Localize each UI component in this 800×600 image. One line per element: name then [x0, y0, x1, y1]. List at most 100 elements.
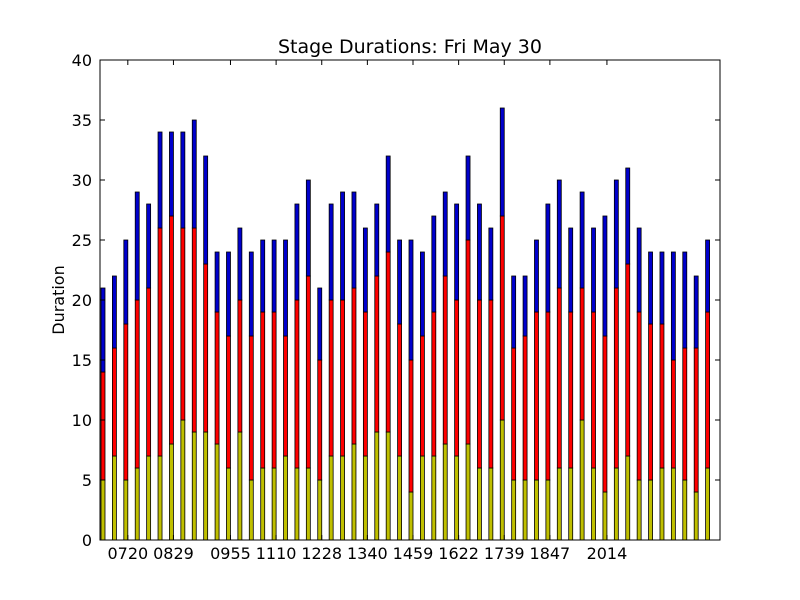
- bar-segment-1-0: [100, 371, 106, 481]
- bar-segment-2-44: [602, 215, 608, 337]
- bar-segment-0-37: [522, 479, 528, 541]
- bar-segment-2-14: [260, 239, 266, 313]
- bar-segment-1-23: [362, 311, 368, 457]
- bar-segment-1-8: [191, 227, 197, 433]
- y-axis-title: Duration: [49, 265, 68, 335]
- bar-segment-0-22: [351, 443, 357, 541]
- bar-segment-0-53: [705, 467, 710, 541]
- bar-segment-1-20: [328, 299, 334, 457]
- bar-segment-1-28: [420, 335, 425, 457]
- bar-segment-2-2: [123, 239, 129, 325]
- bar-segment-2-51: [682, 251, 688, 349]
- bar-segment-2-38: [534, 239, 539, 313]
- bar-segment-0-44: [602, 491, 608, 541]
- bar-segment-2-24: [374, 203, 380, 277]
- bar-segment-0-21: [340, 455, 345, 541]
- bar-segment-1-3: [134, 299, 140, 469]
- bar-segment-1-14: [260, 311, 266, 469]
- bar-segment-2-4: [146, 203, 152, 289]
- bar-segment-1-36: [511, 347, 517, 481]
- bar-segment-1-10: [214, 311, 220, 445]
- x-tick-label: 1847: [530, 544, 571, 563]
- bar-segment-0-0: [100, 479, 106, 541]
- bar-segment-2-7: [180, 131, 186, 229]
- bar-segment-1-32: [465, 239, 471, 445]
- y-tick-label: 35: [72, 111, 92, 130]
- bar-segment-2-15: [271, 239, 277, 313]
- bar-segment-0-5: [157, 455, 163, 541]
- bar-segment-2-33: [477, 203, 482, 301]
- bar-segment-0-39: [545, 479, 551, 541]
- bar-segment-2-32: [465, 155, 471, 241]
- x-tick-label: 1228: [301, 544, 342, 563]
- x-tick-label: 0955: [210, 544, 251, 563]
- bar-segment-1-5: [157, 227, 163, 457]
- bar-segment-2-50: [670, 251, 676, 361]
- bar-segment-2-49: [659, 251, 665, 325]
- bar-segment-0-42: [579, 419, 585, 541]
- bar-segment-0-29: [431, 455, 437, 541]
- bar-segment-0-34: [488, 467, 494, 541]
- bar-segment-2-39: [545, 203, 551, 313]
- bar-segment-2-43: [591, 227, 596, 313]
- bar-segment-1-12: [237, 299, 243, 433]
- bar-segment-0-41: [568, 467, 574, 541]
- bar-segment-2-47: [636, 227, 642, 313]
- bar-segment-2-18: [305, 179, 311, 277]
- x-tick-label: 2014: [587, 544, 628, 563]
- bar-segment-0-18: [305, 467, 311, 541]
- bar-segment-2-34: [488, 227, 494, 301]
- bar-segment-0-52: [693, 491, 699, 541]
- bar-segment-1-13: [248, 335, 254, 481]
- bar-segment-0-24: [374, 431, 380, 541]
- bar-segment-2-53: [705, 239, 710, 313]
- bar-segment-0-38: [534, 479, 539, 541]
- bar-segment-0-47: [636, 479, 642, 541]
- bar-segment-2-0: [100, 287, 106, 373]
- bar-segment-0-2: [123, 479, 129, 541]
- bar-segment-2-8: [191, 119, 197, 229]
- bar-segment-2-21: [340, 191, 345, 301]
- bar-segment-1-2: [123, 323, 129, 481]
- bar-segment-0-25: [385, 431, 391, 541]
- y-tick-label: 5: [82, 471, 92, 490]
- bar-segment-0-26: [397, 455, 402, 541]
- bar-segment-1-46: [625, 263, 631, 457]
- bar-segment-0-30: [442, 443, 448, 541]
- y-tick-label: 15: [72, 351, 92, 370]
- bar-segment-2-26: [397, 239, 402, 325]
- y-tick-label: 10: [72, 411, 92, 430]
- bar-segment-0-11: [226, 467, 231, 541]
- y-tick-label: 40: [72, 51, 92, 70]
- y-axis-ticks: 0 5 10 15 20 25 30 35 40: [72, 51, 720, 550]
- bar-segment-2-19: [317, 287, 323, 361]
- bar-segment-1-40: [556, 287, 562, 469]
- bar-segment-1-31: [454, 299, 460, 457]
- bar-segment-2-23: [362, 227, 368, 313]
- bar-segment-1-33: [477, 299, 482, 469]
- bar-segment-2-36: [511, 275, 517, 349]
- bar-segment-0-9: [203, 431, 209, 541]
- y-tick-label: 0: [82, 531, 92, 550]
- bar-segment-1-29: [431, 311, 437, 457]
- bar-segment-0-33: [477, 467, 482, 541]
- bar-segment-1-16: [283, 335, 288, 457]
- bar-segment-2-52: [693, 275, 699, 349]
- bar-segment-1-39: [545, 311, 551, 481]
- bar-segment-0-12: [237, 431, 243, 541]
- bar-segment-0-14: [260, 467, 266, 541]
- bar-segment-1-34: [488, 299, 494, 469]
- bar-segment-1-4: [146, 287, 152, 457]
- bar-segment-2-46: [625, 167, 631, 265]
- bar-segment-2-45: [613, 179, 619, 289]
- bar-segment-2-37: [522, 275, 528, 337]
- bar-segment-1-22: [351, 287, 357, 445]
- bar-segment-2-1: [112, 275, 117, 349]
- x-tick-label: 0829: [153, 544, 194, 563]
- bar-segment-0-7: [180, 419, 186, 541]
- bar-segment-0-28: [420, 455, 425, 541]
- bar-segment-0-48: [648, 479, 653, 541]
- bar-segment-1-25: [385, 251, 391, 433]
- bar-segment-2-31: [454, 203, 460, 301]
- bar-segment-0-3: [134, 467, 140, 541]
